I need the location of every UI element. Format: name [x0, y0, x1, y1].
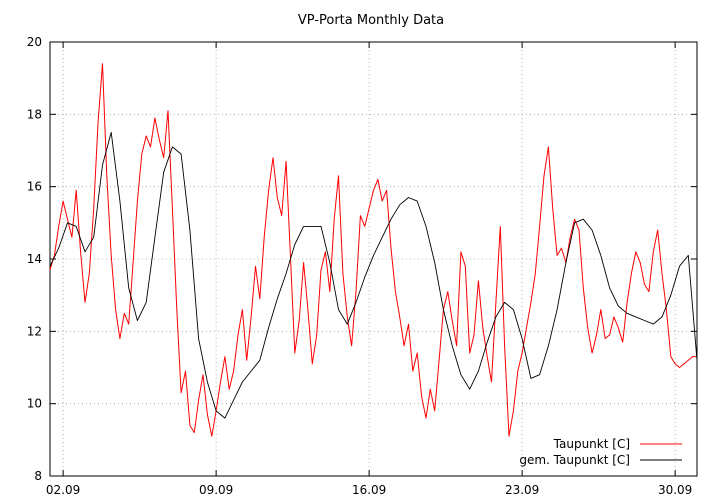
x-tick-label-0: 02.09 [46, 483, 80, 497]
legend-label-taupunkt-c: Taupunkt [C] [553, 437, 630, 451]
legend-label-gem-taupunkt-c: gem. Taupunkt [C] [519, 453, 630, 467]
x-tick-label-3: 23.09 [505, 483, 539, 497]
y-tick-label-5: 18 [27, 107, 42, 121]
chart-title: VP-Porta Monthly Data [298, 13, 444, 28]
legend: Taupunkt [C] gem. Taupunkt [C] [519, 437, 682, 467]
series-layer [49, 63, 698, 437]
x-tick-label-4: 30.09 [658, 483, 692, 497]
y-tick-label-3: 14 [27, 252, 42, 266]
axis-layer: 8 10 12 14 16 18 20 02.09 09.09 16.09 23.09 30.09 [27, 35, 698, 497]
plot-frame [49, 41, 698, 477]
y-tick-label-0: 8 [34, 469, 42, 483]
series-line-gem-taupunkt-c [49, 131, 698, 419]
grid-layer [50, 42, 697, 476]
series-line-taupunkt-c [49, 63, 697, 437]
x-tick-label-1: 09.09 [199, 483, 233, 497]
y-tick-label-6: 20 [27, 35, 42, 49]
y-tick-label-2: 12 [27, 324, 42, 338]
x-tick-label-2: 16.09 [352, 483, 386, 497]
y-tick-label-1: 10 [27, 397, 42, 411]
y-tick-label-4: 16 [27, 180, 42, 194]
